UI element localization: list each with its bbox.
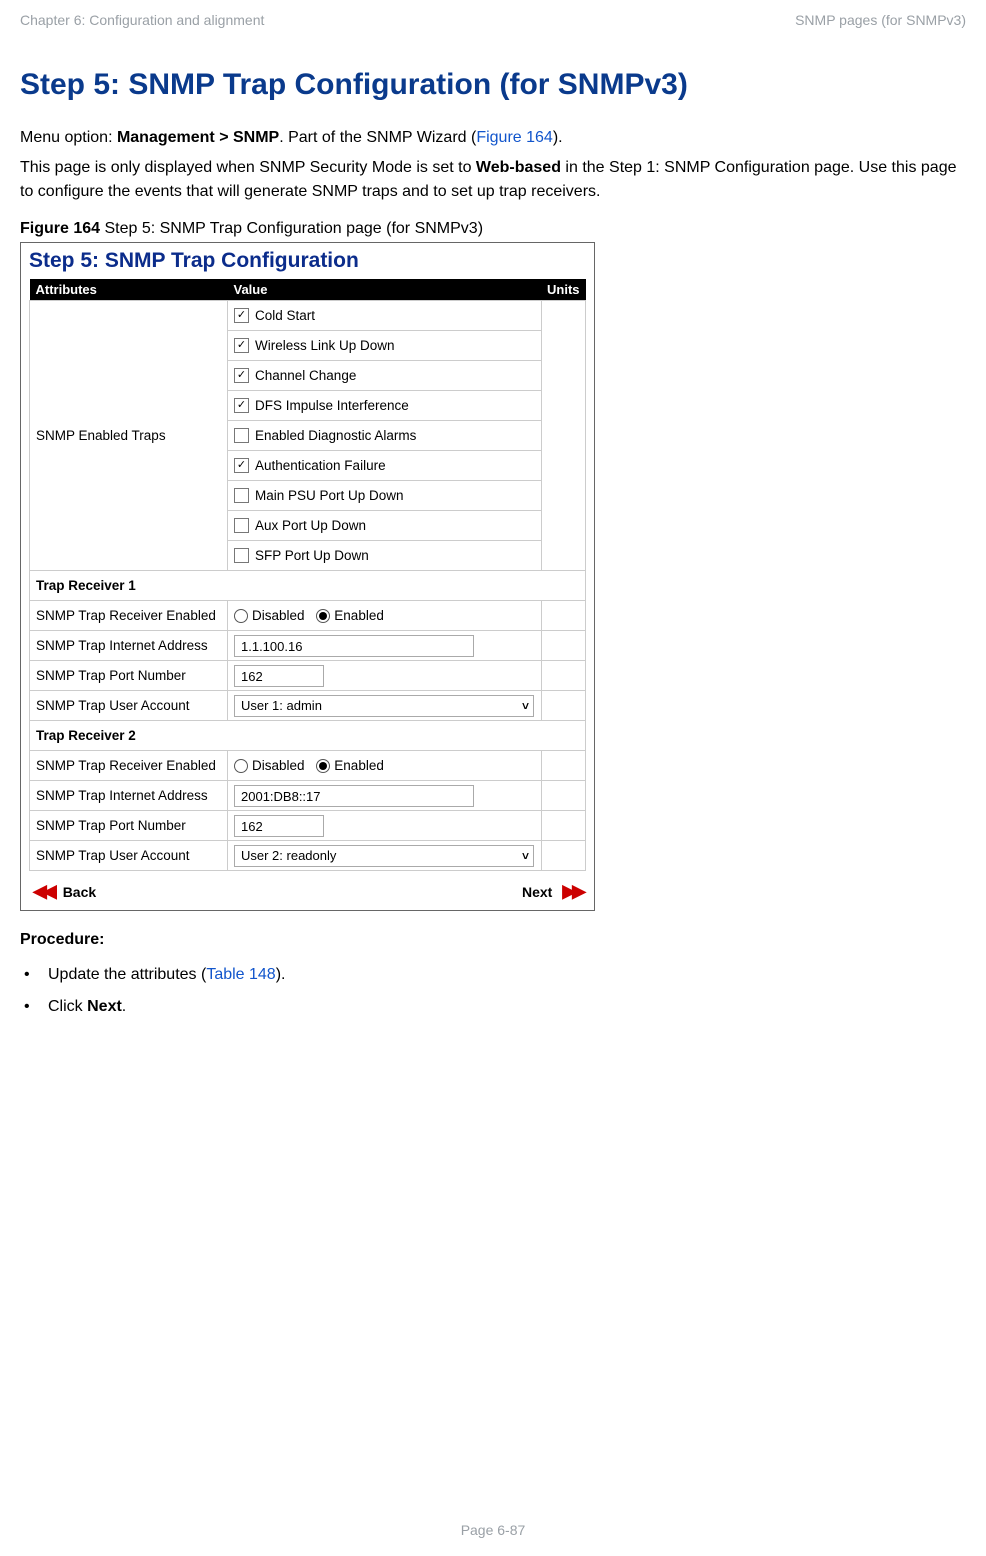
trap-checkbox[interactable]: ✓ bbox=[234, 368, 249, 383]
procedure-item-2: Click Next. bbox=[20, 991, 966, 1023]
trap-label: Channel Change bbox=[255, 368, 356, 383]
trap-checkbox[interactable]: ✓ bbox=[234, 308, 249, 323]
traps-unit bbox=[541, 301, 586, 571]
trap-checkbox[interactable] bbox=[234, 518, 249, 533]
menu-prefix: Menu option: bbox=[20, 129, 117, 146]
back-button[interactable]: ◀◀ Back bbox=[33, 881, 96, 902]
trap-label: Authentication Failure bbox=[255, 458, 386, 473]
r1-addr-input[interactable]: 1.1.100.16 bbox=[234, 635, 474, 657]
figure-caption-label: Figure 164 bbox=[20, 220, 100, 237]
th-value: Value bbox=[228, 279, 542, 301]
section-trap-receiver-1: Trap Receiver 1 bbox=[30, 571, 586, 601]
r1-enabled-unit bbox=[541, 601, 586, 631]
back-label: Back bbox=[63, 884, 96, 900]
r1-enabled-radio-enabled[interactable] bbox=[316, 609, 330, 623]
trap-checkbox[interactable] bbox=[234, 488, 249, 503]
r2-enabled-label-txt: Enabled bbox=[334, 758, 384, 773]
r1-port-input[interactable]: 162 bbox=[234, 665, 324, 687]
r2-enabled-radio-disabled[interactable] bbox=[234, 759, 248, 773]
chevron-down-icon: ˅ bbox=[522, 849, 529, 863]
r2-user-select[interactable]: User 2: readonly ˅ bbox=[234, 845, 534, 867]
proc2-c: . bbox=[122, 998, 126, 1015]
r2-addr-label: SNMP Trap Internet Address bbox=[30, 781, 228, 811]
trap-label: Wireless Link Up Down bbox=[255, 338, 395, 353]
r2-port-unit bbox=[541, 811, 586, 841]
page-title: Step 5: SNMP Trap Configuration (for SNM… bbox=[20, 68, 966, 102]
r2-addr-input[interactable]: 2001:DB8::17 bbox=[234, 785, 474, 807]
r2-port-input[interactable]: 162 bbox=[234, 815, 324, 837]
r2-enabled-unit bbox=[541, 751, 586, 781]
arrow-right-icon: ▶▶ bbox=[562, 881, 582, 902]
figure-box: Step 5: SNMP Trap Configuration Attribut… bbox=[20, 242, 595, 911]
intro-line1: Menu option: Management > SNMP. Part of … bbox=[20, 126, 966, 150]
proc2-next-strong: Next bbox=[87, 998, 122, 1015]
r1-enabled-radio-disabled[interactable] bbox=[234, 609, 248, 623]
procedure-item-1: Update the attributes (Table 148). bbox=[20, 959, 966, 991]
r2-enabled-label: SNMP Trap Receiver Enabled bbox=[30, 751, 228, 781]
r1-user-value: User 1: admin bbox=[241, 698, 322, 713]
proc1-a: Update the attributes ( bbox=[48, 966, 206, 983]
procedure-title: Procedure: bbox=[20, 931, 966, 949]
r2-user-label: SNMP Trap User Account bbox=[30, 841, 228, 871]
proc1-b: ). bbox=[276, 966, 286, 983]
web-based-strong: Web-based bbox=[476, 159, 561, 176]
snmp-enabled-traps-label: SNMP Enabled Traps bbox=[30, 301, 228, 571]
para2-a: This page is only displayed when SNMP Se… bbox=[20, 159, 476, 176]
r2-disabled-label: Disabled bbox=[252, 758, 305, 773]
figure-inner-title: Step 5: SNMP Trap Configuration bbox=[29, 249, 586, 273]
menu-close: ). bbox=[553, 129, 563, 146]
page-footer: Page 6-87 bbox=[0, 1522, 986, 1538]
r1-disabled-label: Disabled bbox=[252, 608, 305, 623]
trap-checkbox[interactable]: ✓ bbox=[234, 338, 249, 353]
trap-label: Enabled Diagnostic Alarms bbox=[255, 428, 416, 443]
trap-label: Main PSU Port Up Down bbox=[255, 488, 404, 503]
header-left: Chapter 6: Configuration and alignment bbox=[20, 12, 264, 28]
next-button[interactable]: Next ▶▶ bbox=[522, 881, 582, 902]
header-right: SNMP pages (for SNMPv3) bbox=[795, 12, 966, 28]
r2-user-value: User 2: readonly bbox=[241, 848, 336, 863]
r2-user-unit bbox=[541, 841, 586, 871]
chevron-down-icon: ˅ bbox=[522, 699, 529, 713]
next-label: Next bbox=[522, 884, 552, 900]
menu-path: Management > SNMP bbox=[117, 129, 279, 146]
config-table: Attributes Value Units SNMP Enabled Trap… bbox=[29, 279, 586, 871]
trap-label: Aux Port Up Down bbox=[255, 518, 366, 533]
arrow-left-icon: ◀◀ bbox=[33, 881, 53, 902]
trap-checkbox[interactable] bbox=[234, 428, 249, 443]
trap-label: SFP Port Up Down bbox=[255, 548, 369, 563]
intro-line2: This page is only displayed when SNMP Se… bbox=[20, 156, 966, 204]
r1-user-label: SNMP Trap User Account bbox=[30, 691, 228, 721]
section-trap-receiver-2: Trap Receiver 2 bbox=[30, 721, 586, 751]
trap-checkbox[interactable]: ✓ bbox=[234, 398, 249, 413]
r1-enabled-label-txt: Enabled bbox=[334, 608, 384, 623]
r1-addr-label: SNMP Trap Internet Address bbox=[30, 631, 228, 661]
figure-caption-text: Step 5: SNMP Trap Configuration page (fo… bbox=[100, 220, 483, 237]
r1-port-label: SNMP Trap Port Number bbox=[30, 661, 228, 691]
figure-ref-link[interactable]: Figure 164 bbox=[476, 129, 553, 146]
r1-user-unit bbox=[541, 691, 586, 721]
r1-addr-unit bbox=[541, 631, 586, 661]
trap-label: Cold Start bbox=[255, 308, 315, 323]
figure-caption: Figure 164 Step 5: SNMP Trap Configurati… bbox=[20, 220, 966, 238]
trap-checkbox[interactable] bbox=[234, 548, 249, 563]
r1-enabled-label: SNMP Trap Receiver Enabled bbox=[30, 601, 228, 631]
r2-enabled-radio-enabled[interactable] bbox=[316, 759, 330, 773]
th-attributes: Attributes bbox=[30, 279, 228, 301]
proc2-a: Click bbox=[48, 998, 87, 1015]
th-units: Units bbox=[541, 279, 586, 301]
r2-addr-unit bbox=[541, 781, 586, 811]
r1-port-unit bbox=[541, 661, 586, 691]
r2-port-label: SNMP Trap Port Number bbox=[30, 811, 228, 841]
menu-suffix: . Part of the SNMP Wizard ( bbox=[279, 129, 476, 146]
r1-user-select[interactable]: User 1: admin ˅ bbox=[234, 695, 534, 717]
table-ref-link[interactable]: Table 148 bbox=[206, 966, 275, 983]
trap-checkbox[interactable]: ✓ bbox=[234, 458, 249, 473]
trap-label: DFS Impulse Interference bbox=[255, 398, 409, 413]
